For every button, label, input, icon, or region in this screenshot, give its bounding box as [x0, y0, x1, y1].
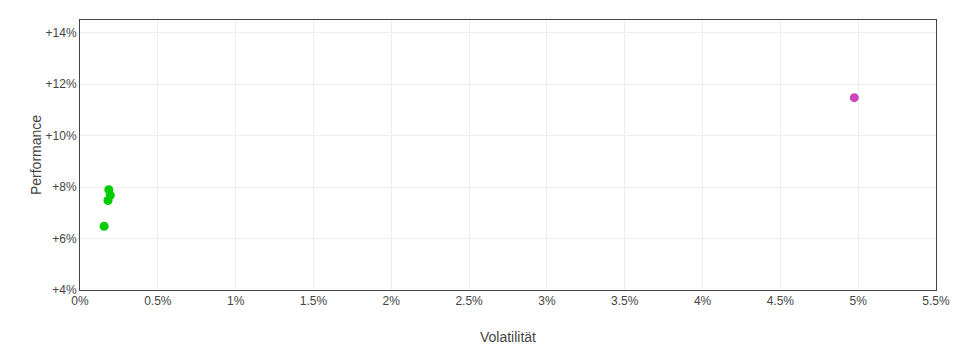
svg-text:4%: 4% — [694, 294, 712, 308]
svg-text:2.5%: 2.5% — [455, 294, 483, 308]
svg-text:3%: 3% — [538, 294, 556, 308]
svg-text:+12%: +12% — [46, 77, 77, 91]
svg-text:1%: 1% — [227, 294, 245, 308]
svg-text:0%: 0% — [71, 294, 89, 308]
svg-text:Volatilität: Volatilität — [480, 329, 536, 345]
svg-text:+6%: +6% — [52, 232, 77, 246]
svg-text:4.5%: 4.5% — [767, 294, 795, 308]
svg-text:+8%: +8% — [52, 180, 77, 194]
svg-text:5.5%: 5.5% — [922, 294, 950, 308]
svg-text:+10%: +10% — [46, 129, 77, 143]
svg-text:1.5%: 1.5% — [300, 294, 328, 308]
svg-text:3.5%: 3.5% — [611, 294, 639, 308]
svg-text:5%: 5% — [850, 294, 868, 308]
svg-text:Performance: Performance — [28, 115, 44, 195]
svg-text:2%: 2% — [383, 294, 401, 308]
svg-text:0.5%: 0.5% — [144, 294, 172, 308]
svg-text:+14%: +14% — [46, 26, 77, 40]
svg-text:+4%: +4% — [52, 283, 77, 297]
